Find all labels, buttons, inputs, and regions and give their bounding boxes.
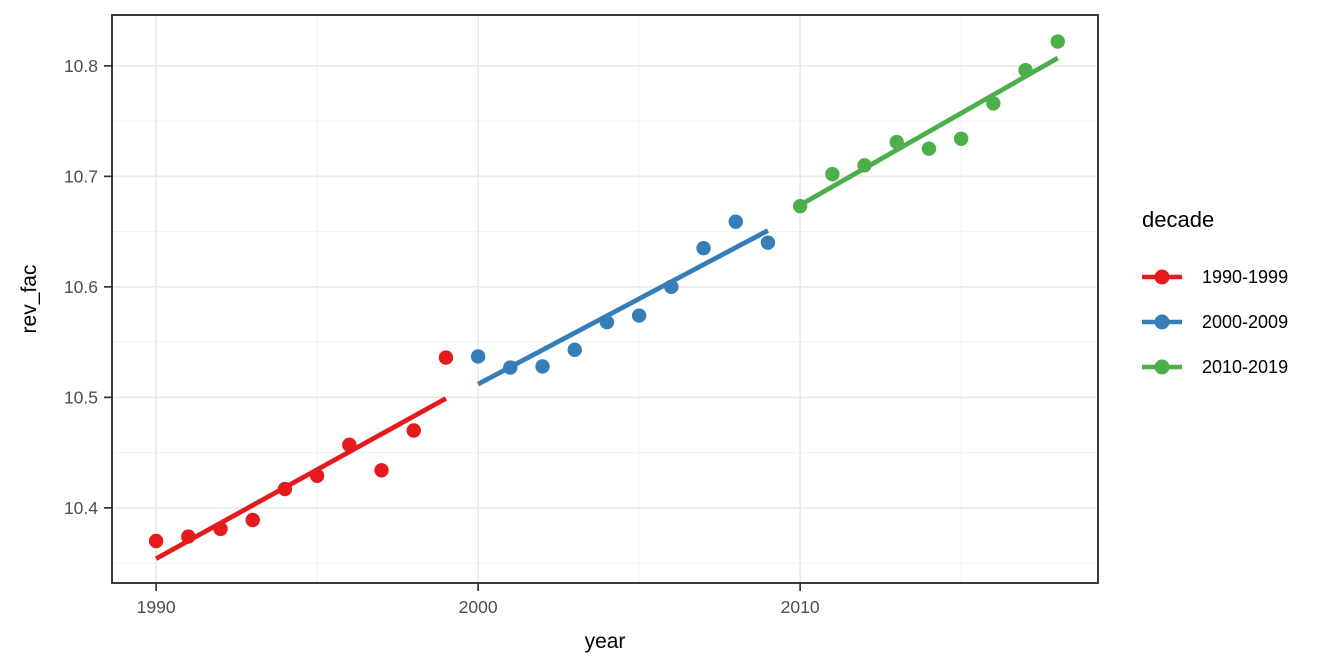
data-point — [535, 359, 550, 374]
y-tick-label: 10.4 — [64, 498, 98, 518]
legend-key-line-dot-icon — [1142, 269, 1182, 285]
trend-line — [154, 396, 448, 561]
legend-key-line-dot-icon — [1142, 359, 1182, 375]
trend-line — [798, 56, 1059, 208]
y-tick-label: 10.6 — [64, 277, 98, 297]
data-point — [696, 240, 711, 256]
data-point — [1018, 63, 1033, 78]
data-point — [953, 131, 969, 146]
data-point — [599, 315, 615, 330]
data-point — [277, 481, 293, 497]
data-point — [889, 134, 904, 150]
legend-item: 2000-2009 — [1142, 307, 1288, 337]
trend-line — [477, 228, 770, 387]
legend-item-label: 1990-1999 — [1202, 266, 1289, 287]
x-axis-title: year — [584, 630, 626, 653]
legend-item-label: 2010-2019 — [1202, 356, 1289, 377]
data-point — [792, 198, 808, 214]
data-point — [631, 308, 647, 323]
data-point — [986, 96, 1001, 111]
data-point — [245, 512, 260, 528]
data-point — [760, 235, 776, 250]
data-point — [921, 141, 937, 156]
y-tick-label: 10.8 — [64, 56, 98, 76]
data-point — [181, 529, 196, 544]
legend-item: 1990-1999 — [1142, 262, 1288, 292]
legend: decade 1990-1999 2000-2009 2010-2019 — [1131, 0, 1344, 672]
data-point — [470, 349, 486, 364]
data-point — [309, 468, 325, 484]
legend-item-label: 2000-2009 — [1202, 311, 1289, 332]
data-point — [148, 533, 164, 549]
legend-title: decade — [1142, 207, 1215, 232]
data-point — [406, 423, 421, 438]
legend-key-line-dot-icon — [1142, 314, 1182, 330]
data-point — [728, 214, 743, 229]
data-point — [342, 437, 357, 453]
panel-border — [111, 14, 1099, 584]
data-point — [664, 279, 679, 295]
y-axis-title: rev_fac — [18, 264, 41, 334]
legend-item: 2010-2019 — [1142, 352, 1288, 382]
data-point — [825, 166, 840, 182]
data-point — [857, 158, 872, 173]
data-point — [503, 360, 518, 375]
data-point — [438, 350, 454, 365]
data-point — [1050, 34, 1065, 49]
x-tick-label: 2000 — [459, 597, 498, 617]
y-tick-label: 10.5 — [64, 387, 98, 407]
x-tick-label: 2010 — [781, 597, 820, 617]
panel-background — [112, 15, 1098, 583]
data-point — [374, 463, 389, 478]
data-point — [567, 342, 582, 358]
x-tick-label: 1990 — [137, 597, 176, 617]
data-point — [213, 521, 228, 537]
y-tick-label: 10.7 — [64, 166, 98, 186]
